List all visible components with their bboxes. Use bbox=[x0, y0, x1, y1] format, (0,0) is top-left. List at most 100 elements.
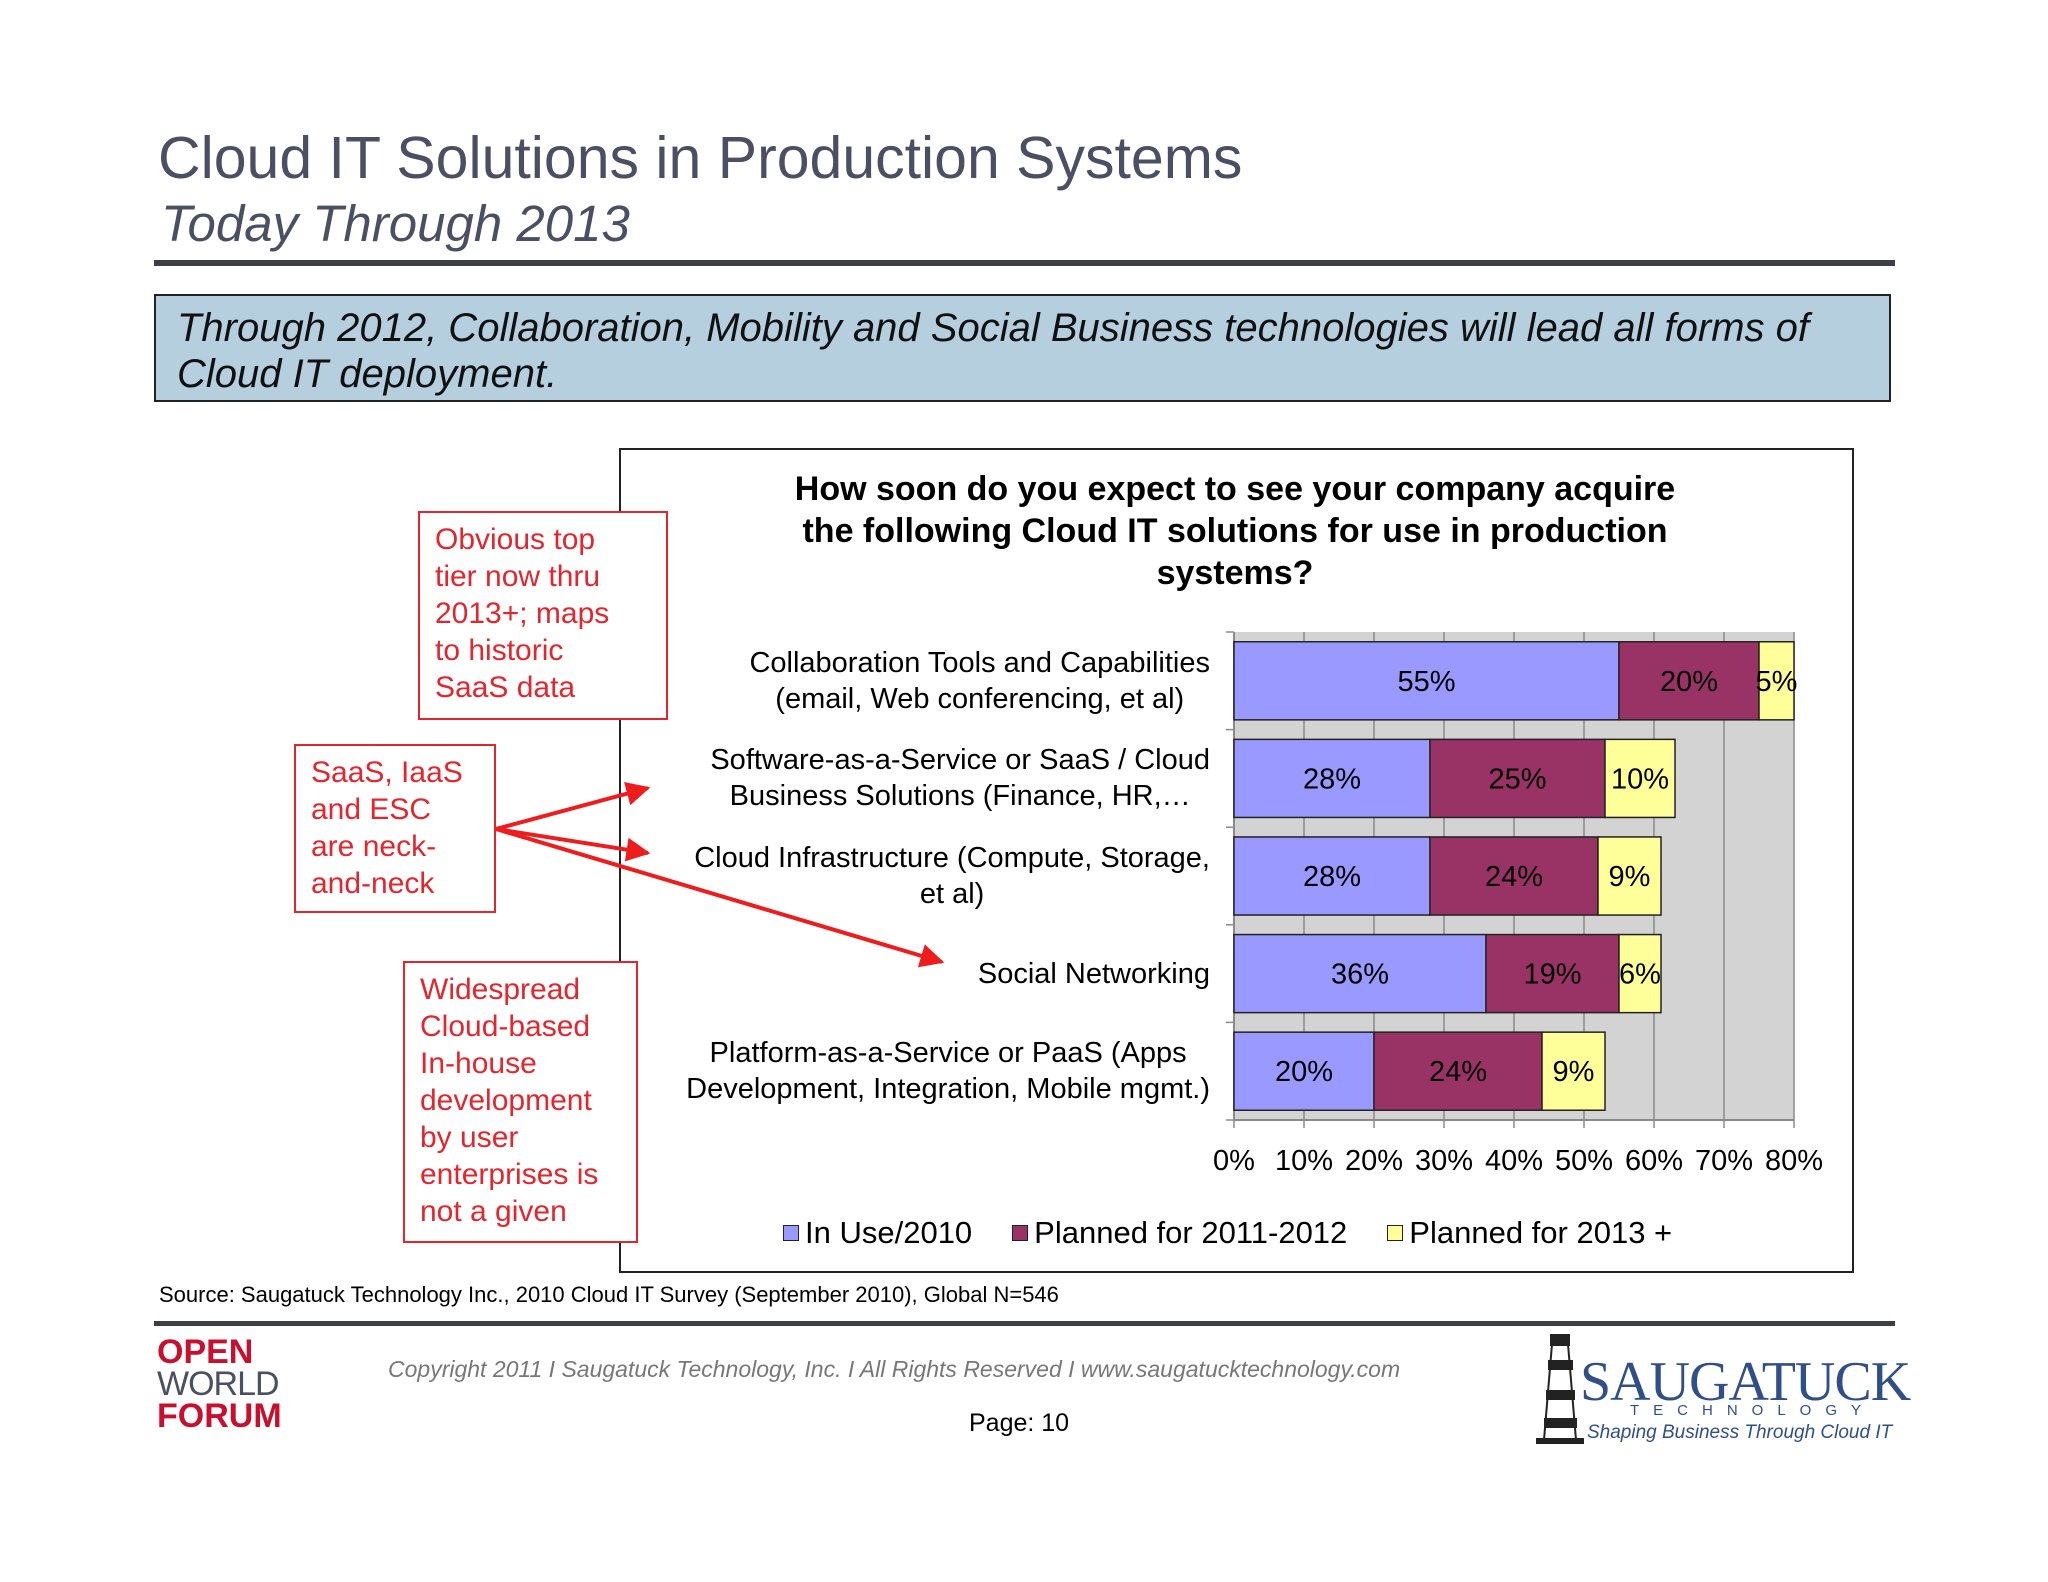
bar-segment bbox=[1541, 1031, 1606, 1111]
note-line: Obvious top bbox=[435, 523, 596, 556]
bar-segment bbox=[1233, 836, 1431, 916]
logo-line: FORUM bbox=[157, 1397, 282, 1435]
saugatuck-logo: SAUGATUCK TECHNOLOGY Shaping Business Th… bbox=[1530, 1330, 1911, 1450]
bar-segment bbox=[1758, 641, 1795, 721]
legend-swatch-in-use bbox=[783, 1225, 799, 1241]
data-label: 24% bbox=[1485, 861, 1543, 893]
annotation-inhouse-development: Widespread Cloud-based In-house developm… bbox=[403, 961, 638, 1243]
lighthouse-icon bbox=[1536, 1334, 1584, 1444]
logo-line: WORLD bbox=[157, 1365, 280, 1403]
annotation-top-tier: Obvious top tier now thru 2013+; maps to… bbox=[418, 511, 668, 720]
legend-swatch-planned-2013 bbox=[1387, 1225, 1404, 1241]
note-line: SaaS data bbox=[435, 671, 576, 704]
x-tick-label: 80% bbox=[1764, 1145, 1824, 1177]
note-line: by user bbox=[420, 1121, 519, 1154]
data-label: 28% bbox=[1303, 763, 1361, 795]
legend-label: Planned for 2011-2012 bbox=[1034, 1215, 1348, 1250]
category-label-line: (email, Web conferencing, et al) bbox=[775, 682, 1185, 715]
data-label: 36% bbox=[1331, 959, 1389, 991]
note-line: to historic bbox=[435, 634, 564, 667]
data-label: 28% bbox=[1303, 861, 1361, 893]
note-line: enterprises is bbox=[420, 1158, 599, 1191]
legend-label: In Use/2010 bbox=[805, 1215, 973, 1250]
bar-segment bbox=[1604, 738, 1676, 819]
x-tick-label: 60% bbox=[1624, 1145, 1684, 1177]
category-label: Cloud Infrastructure (Compute, Storage, e… bbox=[694, 840, 1210, 912]
note-line: 2013+; maps bbox=[435, 597, 610, 630]
data-label: 10% bbox=[1611, 763, 1669, 795]
category-label: Platform-as-a-Service or PaaS (Apps Devel… bbox=[686, 1035, 1210, 1107]
note-line: SaaS, IaaS bbox=[311, 756, 463, 789]
page-subtitle: Today Through 2013 bbox=[161, 195, 630, 252]
open-world-forum-logo: OPEN WORLD FORUM bbox=[157, 1333, 282, 1435]
bar-segment bbox=[1429, 836, 1599, 916]
top-divider bbox=[154, 260, 1895, 266]
legend-label: Planned for 2013 + bbox=[1409, 1215, 1673, 1250]
note-line: are neck- bbox=[311, 830, 437, 863]
chart-title-line: systems? bbox=[1156, 554, 1314, 592]
category-label-line: Collaboration Tools and Capabilities bbox=[749, 646, 1210, 679]
bar-segment bbox=[1485, 933, 1620, 1014]
x-tick-label: 40% bbox=[1484, 1145, 1544, 1177]
category-label-line: Business Solutions (Finance, HR,… bbox=[729, 780, 1191, 813]
x-tick-label: 30% bbox=[1414, 1145, 1474, 1177]
note-line: tier now thru bbox=[435, 560, 601, 593]
category-label-line: Software-as-a-Service or SaaS / Cloud bbox=[710, 744, 1210, 777]
bar-segment bbox=[1373, 1031, 1543, 1111]
chart-title-line: How soon do you expect to see your compa… bbox=[794, 470, 1676, 508]
key-message-box: Through 2012, Collaboration, Mobility an… bbox=[154, 294, 1891, 402]
bar-segment bbox=[1618, 933, 1662, 1014]
legend-item: Planned for 2013 + bbox=[1387, 1215, 1672, 1251]
category-label: Collaboration Tools and Capabilities (ema… bbox=[749, 645, 1210, 717]
legend-swatch-planned-2011-2012 bbox=[1012, 1225, 1029, 1241]
note-line: not a given bbox=[420, 1195, 567, 1228]
x-tick-label: 20% bbox=[1344, 1145, 1404, 1177]
annotation-neck-and-neck: SaaS, IaaS and ESC are neck- and-neck bbox=[294, 744, 496, 913]
note-line: Cloud-based bbox=[420, 1010, 591, 1043]
logo-brand: SAUGATUCK bbox=[1580, 1351, 1911, 1413]
bottom-divider bbox=[154, 1321, 1895, 1326]
category-label-line: Platform-as-a-Service or PaaS (Apps bbox=[709, 1037, 1187, 1070]
bar-segment bbox=[1233, 1031, 1375, 1111]
note-line: development bbox=[420, 1084, 592, 1117]
chart-legend: In Use/2010 Planned for 2011-2012 Planne… bbox=[783, 1215, 1712, 1251]
note-line: In-house bbox=[420, 1047, 537, 1080]
bar-segment bbox=[1429, 738, 1606, 819]
logo-tagline: Shaping Business Through Cloud IT bbox=[1587, 1422, 1893, 1443]
page-title: Cloud IT Solutions in Production Systems bbox=[158, 125, 1243, 191]
legend-item: In Use/2010 bbox=[783, 1215, 972, 1251]
bar-segment bbox=[1597, 836, 1662, 916]
page-number: Page: 10 bbox=[969, 1409, 1070, 1437]
copyright-text: Copyright 2011 I Saugatuck Technology, I… bbox=[388, 1356, 1401, 1382]
bar-segment bbox=[1618, 641, 1760, 721]
data-label: 20% bbox=[1275, 1056, 1333, 1088]
note-line: and-neck bbox=[311, 867, 435, 900]
data-label: 9% bbox=[1553, 1056, 1595, 1088]
key-message-line: Cloud IT deployment. bbox=[177, 352, 558, 396]
legend-item: Planned for 2011-2012 bbox=[1012, 1215, 1347, 1251]
data-label: 6% bbox=[1619, 959, 1661, 991]
category-label-line: Social Networking bbox=[977, 957, 1210, 990]
x-tick-label: 0% bbox=[1213, 1145, 1255, 1177]
logo-line: OPEN bbox=[157, 1333, 254, 1371]
source-note: Source: Saugatuck Technology Inc., 2010 … bbox=[159, 1282, 1059, 1307]
note-line: and ESC bbox=[311, 793, 432, 826]
category-label-line: et al) bbox=[919, 878, 985, 910]
category-label: Software-as-a-Service or SaaS / Cloud Bus… bbox=[710, 742, 1210, 814]
data-label: 19% bbox=[1523, 959, 1581, 991]
x-tick-label: 50% bbox=[1554, 1145, 1614, 1177]
data-label: 25% bbox=[1488, 763, 1546, 795]
chart-title-line: the following Cloud IT solutions for use… bbox=[802, 512, 1668, 550]
key-message-line: Through 2012, Collaboration, Mobility an… bbox=[177, 306, 1809, 350]
data-label: 24% bbox=[1429, 1056, 1487, 1088]
category-label-line: Cloud Infrastructure (Compute, Storage, bbox=[694, 842, 1210, 874]
bar-chart: 55% 20% 5% 28% 25% 10% 28% 24% 9% 36% 19% 6% 20% 24% 9… bbox=[1226, 631, 1798, 1128]
data-label: 9% bbox=[1609, 861, 1651, 893]
category-label-line: Development, Integration, Mobile mgmt.) bbox=[686, 1073, 1210, 1106]
x-tick-label: 10% bbox=[1274, 1145, 1334, 1177]
bar-segment bbox=[1233, 641, 1620, 721]
data-label: 5% bbox=[1756, 666, 1798, 698]
bar-segment bbox=[1233, 738, 1431, 819]
chart-title: How soon do you expect to see your compa… bbox=[700, 468, 1770, 594]
data-label: 20% bbox=[1660, 666, 1718, 698]
